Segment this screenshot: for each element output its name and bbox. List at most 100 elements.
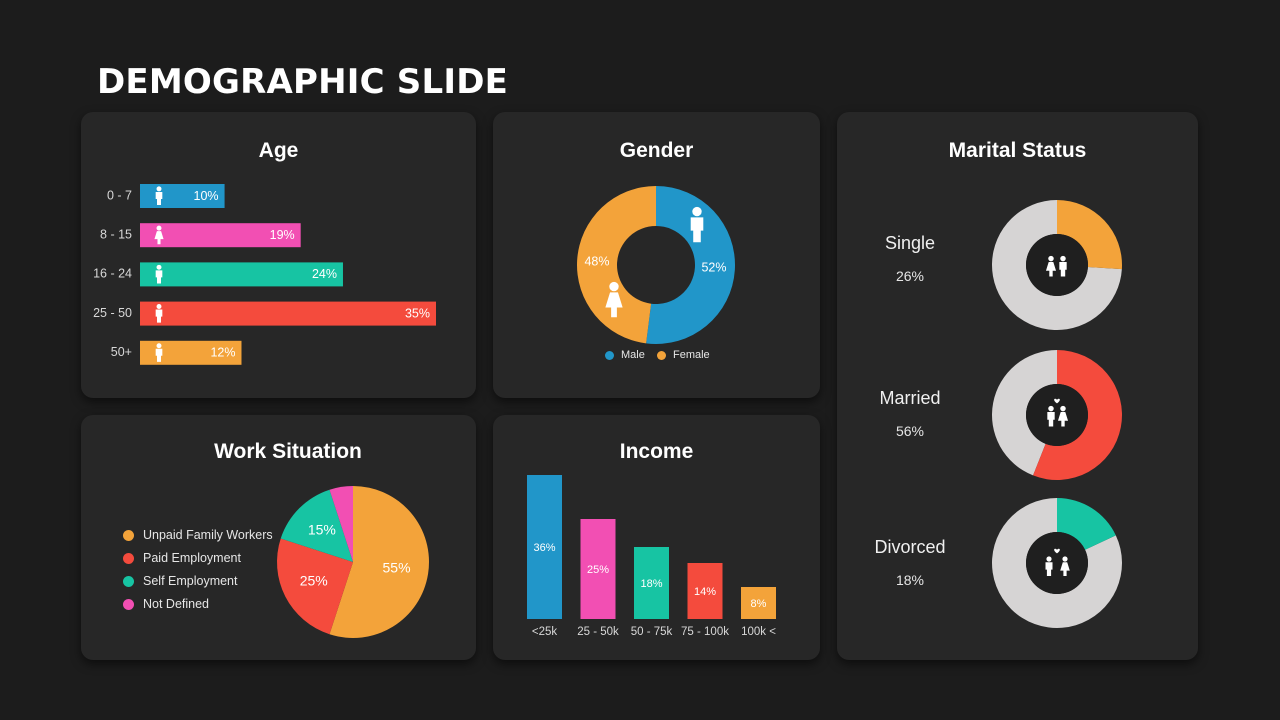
marital-donut-charts — [991, 200, 1122, 628]
age-category-label: 50+ — [111, 345, 132, 359]
marital-single-label: Single — [884, 233, 936, 253]
income-value-label: 36% — [533, 542, 555, 554]
gender-legend-female: Female — [657, 349, 710, 361]
work-slice — [329, 486, 429, 638]
marital-slice-married — [1033, 350, 1122, 480]
age-title: Age — [258, 139, 299, 162]
age-bar — [140, 223, 301, 248]
work-value-label: 55% — [383, 560, 411, 576]
legend-dot-male — [605, 350, 614, 360]
age-bar — [140, 184, 225, 208]
income-category-label: 50 - 75k — [631, 626, 673, 638]
marital-single-pct: 26% — [895, 268, 925, 284]
legend-label: Self Employment — [143, 574, 238, 588]
legend-dot — [123, 552, 134, 564]
income-value-label: 25% — [587, 564, 609, 576]
marital-slice-divorced — [1057, 498, 1116, 550]
couple-person-icon — [1059, 255, 1067, 277]
age-value-label: 35% — [405, 306, 430, 320]
income-bar — [527, 475, 562, 619]
marital-married-pct: 56% — [895, 423, 925, 439]
legend-label: Unpaid Family Workers — [143, 528, 273, 542]
gender-card: Gender 52% 48% Male Female — [493, 112, 820, 398]
age-bar — [140, 301, 436, 326]
legend-dot — [123, 529, 134, 541]
age-category-label: 0 - 7 — [107, 188, 132, 202]
income-value-label: 18% — [640, 578, 662, 590]
legend-label-female: Female — [673, 349, 710, 361]
legend-dot-female — [657, 350, 666, 360]
heart-icon — [1054, 398, 1060, 404]
work-legend-item: Not Defined — [123, 597, 209, 611]
marital-donut-center — [1026, 532, 1088, 594]
legend-dot — [123, 575, 134, 587]
work-value-label: 25% — [300, 573, 328, 589]
adult-icon — [155, 304, 163, 323]
marital-remainder-slice — [991, 350, 1057, 476]
marital-remainder-slice — [992, 498, 1122, 628]
marital-card: Marital Status Single 26% Married 56% Di… — [837, 112, 1198, 660]
gender-slice-male — [646, 186, 735, 344]
income-bar — [741, 587, 776, 619]
work-slice — [329, 486, 353, 562]
marital-married-label: Married — [879, 388, 941, 408]
age-category-label: 8 - 15 — [100, 227, 132, 241]
legend-label: Not Defined — [143, 597, 210, 611]
divorced-woman-icon — [1060, 556, 1070, 576]
work-slice — [277, 538, 353, 635]
female-icon — [605, 281, 623, 318]
legend-dot — [123, 598, 134, 610]
gender-slice-female — [576, 186, 656, 344]
gender-donut-chart: 52% 48% — [576, 186, 735, 344]
income-title: Income — [619, 440, 694, 463]
work-legend-item: Self Employment — [123, 574, 237, 588]
divorced-couple-icon — [1045, 548, 1070, 576]
income-category-label: 100k < — [741, 626, 776, 638]
marital-divorced-label: Divorced — [874, 537, 946, 557]
income-bar — [580, 519, 616, 619]
gender-value-label: 52% — [701, 260, 726, 274]
age-value-label: 24% — [312, 267, 337, 281]
legend-label: Paid Employment — [143, 551, 241, 565]
income-bar — [687, 563, 723, 619]
age-card: Age 0 - 7 10% 8 - 15 19% 16 - 24 24% 25 - 50 35… — [81, 112, 476, 398]
work-title: Work Situation — [214, 440, 362, 463]
work-card: Work Situation Unpaid Family Workers Paid… — [81, 415, 476, 660]
marital-divorced-pct: 18% — [895, 572, 925, 588]
divorced-man-icon — [1045, 556, 1053, 576]
income-value-label: 8% — [751, 598, 767, 610]
couple-person-icon — [1047, 405, 1055, 427]
married-couple-icon — [1047, 398, 1069, 427]
age-value-label: 12% — [210, 346, 235, 360]
age-category-label: 25 - 50 — [93, 306, 132, 320]
work-legend-item: Unpaid Family Workers — [123, 528, 273, 542]
gender-title: Gender — [619, 139, 694, 162]
marital-donut-center — [1026, 234, 1088, 296]
gender-value-label: 48% — [584, 254, 609, 268]
marital-title: Marital Status — [948, 139, 1087, 162]
income-bar — [634, 547, 669, 619]
legend-label-male: Male — [621, 349, 645, 361]
income-category-label: 75 - 100k — [681, 626, 729, 638]
work-value-label: 15% — [308, 522, 336, 538]
age-value-label: 19% — [270, 228, 295, 242]
work-legend-item: Paid Employment — [123, 551, 241, 565]
age-category-label: 16 - 24 — [93, 267, 132, 281]
child-icon — [154, 225, 164, 245]
marital-donut-center — [1026, 384, 1088, 446]
age-bar — [140, 262, 343, 287]
slide-title: DEMOGRAPHIC SLIDE — [97, 62, 509, 102]
income-category-label: <25k — [532, 626, 558, 638]
teen-icon — [155, 264, 163, 284]
marital-remainder-slice — [992, 200, 1122, 330]
marital-slice-single — [1057, 200, 1122, 270]
income-category-label: 25 - 50k — [577, 626, 619, 638]
age-value-label: 10% — [194, 189, 219, 203]
senior-icon — [155, 343, 163, 362]
couple-person-icon — [1045, 255, 1057, 277]
income-value-label: 14% — [694, 586, 716, 598]
income-bar-chart: 36% <25k 25% 25 - 50k 18% 50 - 75k 14% 75 - 100… — [527, 475, 776, 638]
couple-icon — [1045, 255, 1067, 277]
gender-legend-male: Male — [605, 349, 645, 361]
male-icon — [690, 206, 704, 243]
